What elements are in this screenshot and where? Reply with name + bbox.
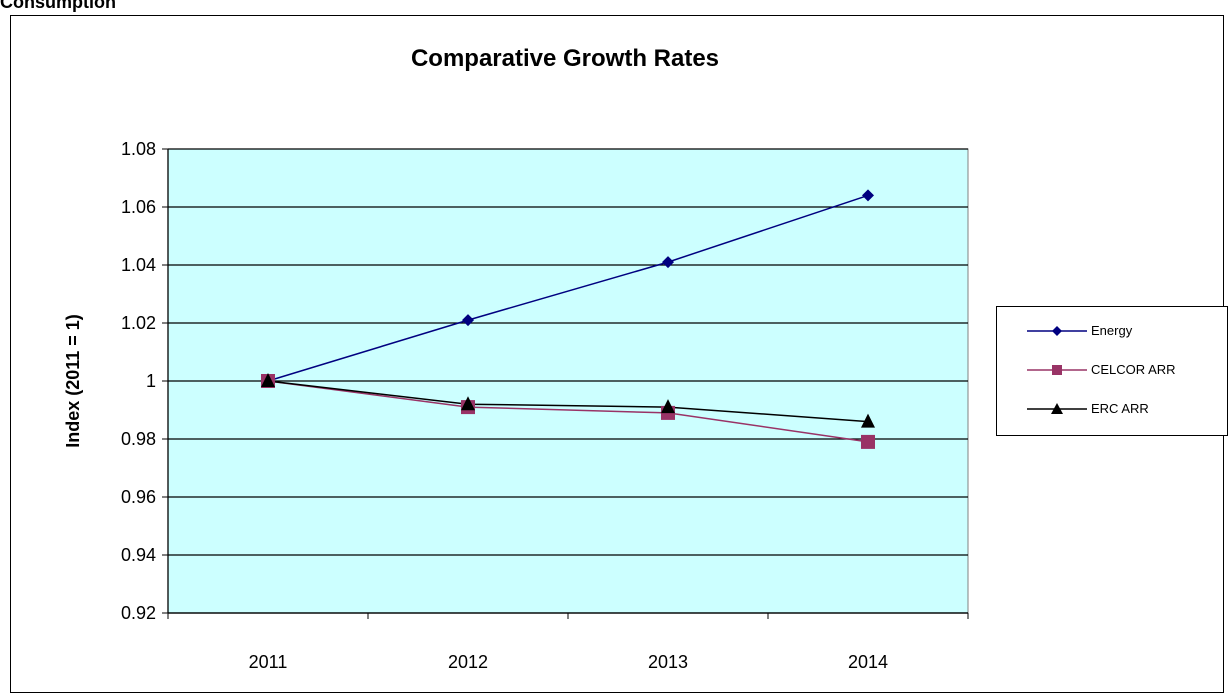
legend-swatch-erc-arr [1027, 403, 1087, 414]
data-point-erc-arr-2013 [661, 399, 675, 414]
y-axis-title: Index (2011 = 1) [63, 314, 83, 448]
y-tick-label-3: 0.98 [121, 429, 156, 449]
y-tick-label-7: 1.06 [121, 197, 156, 217]
series-line-celcor-arr [267, 380, 869, 443]
legend-item-energy: Energy [997, 320, 1227, 342]
series-line-energy [267, 194, 869, 382]
legend-item-celcor-arr: CELCOR ARR [997, 359, 1227, 381]
y-tick-label-1: 0.94 [121, 545, 156, 565]
chart-title: Comparative Growth Rates [410, 45, 720, 72]
x-tick-label-2011: 2011 [249, 652, 288, 672]
series-line-erc-arr [267, 380, 869, 423]
legend-item-erc-arr: ERC ARR [997, 398, 1227, 420]
data-point-energy-2014 [862, 189, 874, 202]
y-tick-label-0: 0.92 [121, 603, 156, 623]
data-point-energy-2013 [662, 256, 674, 269]
y-tick-label-8: 1.08 [121, 139, 156, 159]
x-tick-label-2013: 2013 [648, 652, 688, 672]
x-tick-label-2012: 2012 [448, 652, 488, 672]
data-point-celcor-arr-2014 [861, 434, 875, 449]
legend-label-energy: Energy [1091, 323, 1133, 338]
y-tick-label-4: 1 [146, 371, 156, 391]
y-tick-label-5: 1.02 [121, 313, 156, 333]
legend-swatch-energy [1027, 326, 1087, 336]
page-heading: Consumption [0, 0, 116, 12]
data-point-energy-2012 [462, 314, 474, 327]
x-tick-label-2014: 2014 [848, 652, 888, 672]
legend-label-celcor-arr: CELCOR ARR [1091, 362, 1176, 377]
y-tick-label-6: 1.04 [121, 255, 156, 275]
data-point-erc-arr-2011 [261, 373, 275, 387]
y-tick-label-2: 0.96 [121, 487, 156, 507]
data-point-erc-arr-2012 [461, 396, 475, 411]
chart-legend: Energy CELCOR ARR ERC ARR [996, 306, 1228, 436]
legend-swatch-celcor-arr [1027, 365, 1087, 375]
data-point-erc-arr-2014 [861, 413, 875, 428]
legend-label-erc-arr: ERC ARR [1091, 401, 1149, 416]
